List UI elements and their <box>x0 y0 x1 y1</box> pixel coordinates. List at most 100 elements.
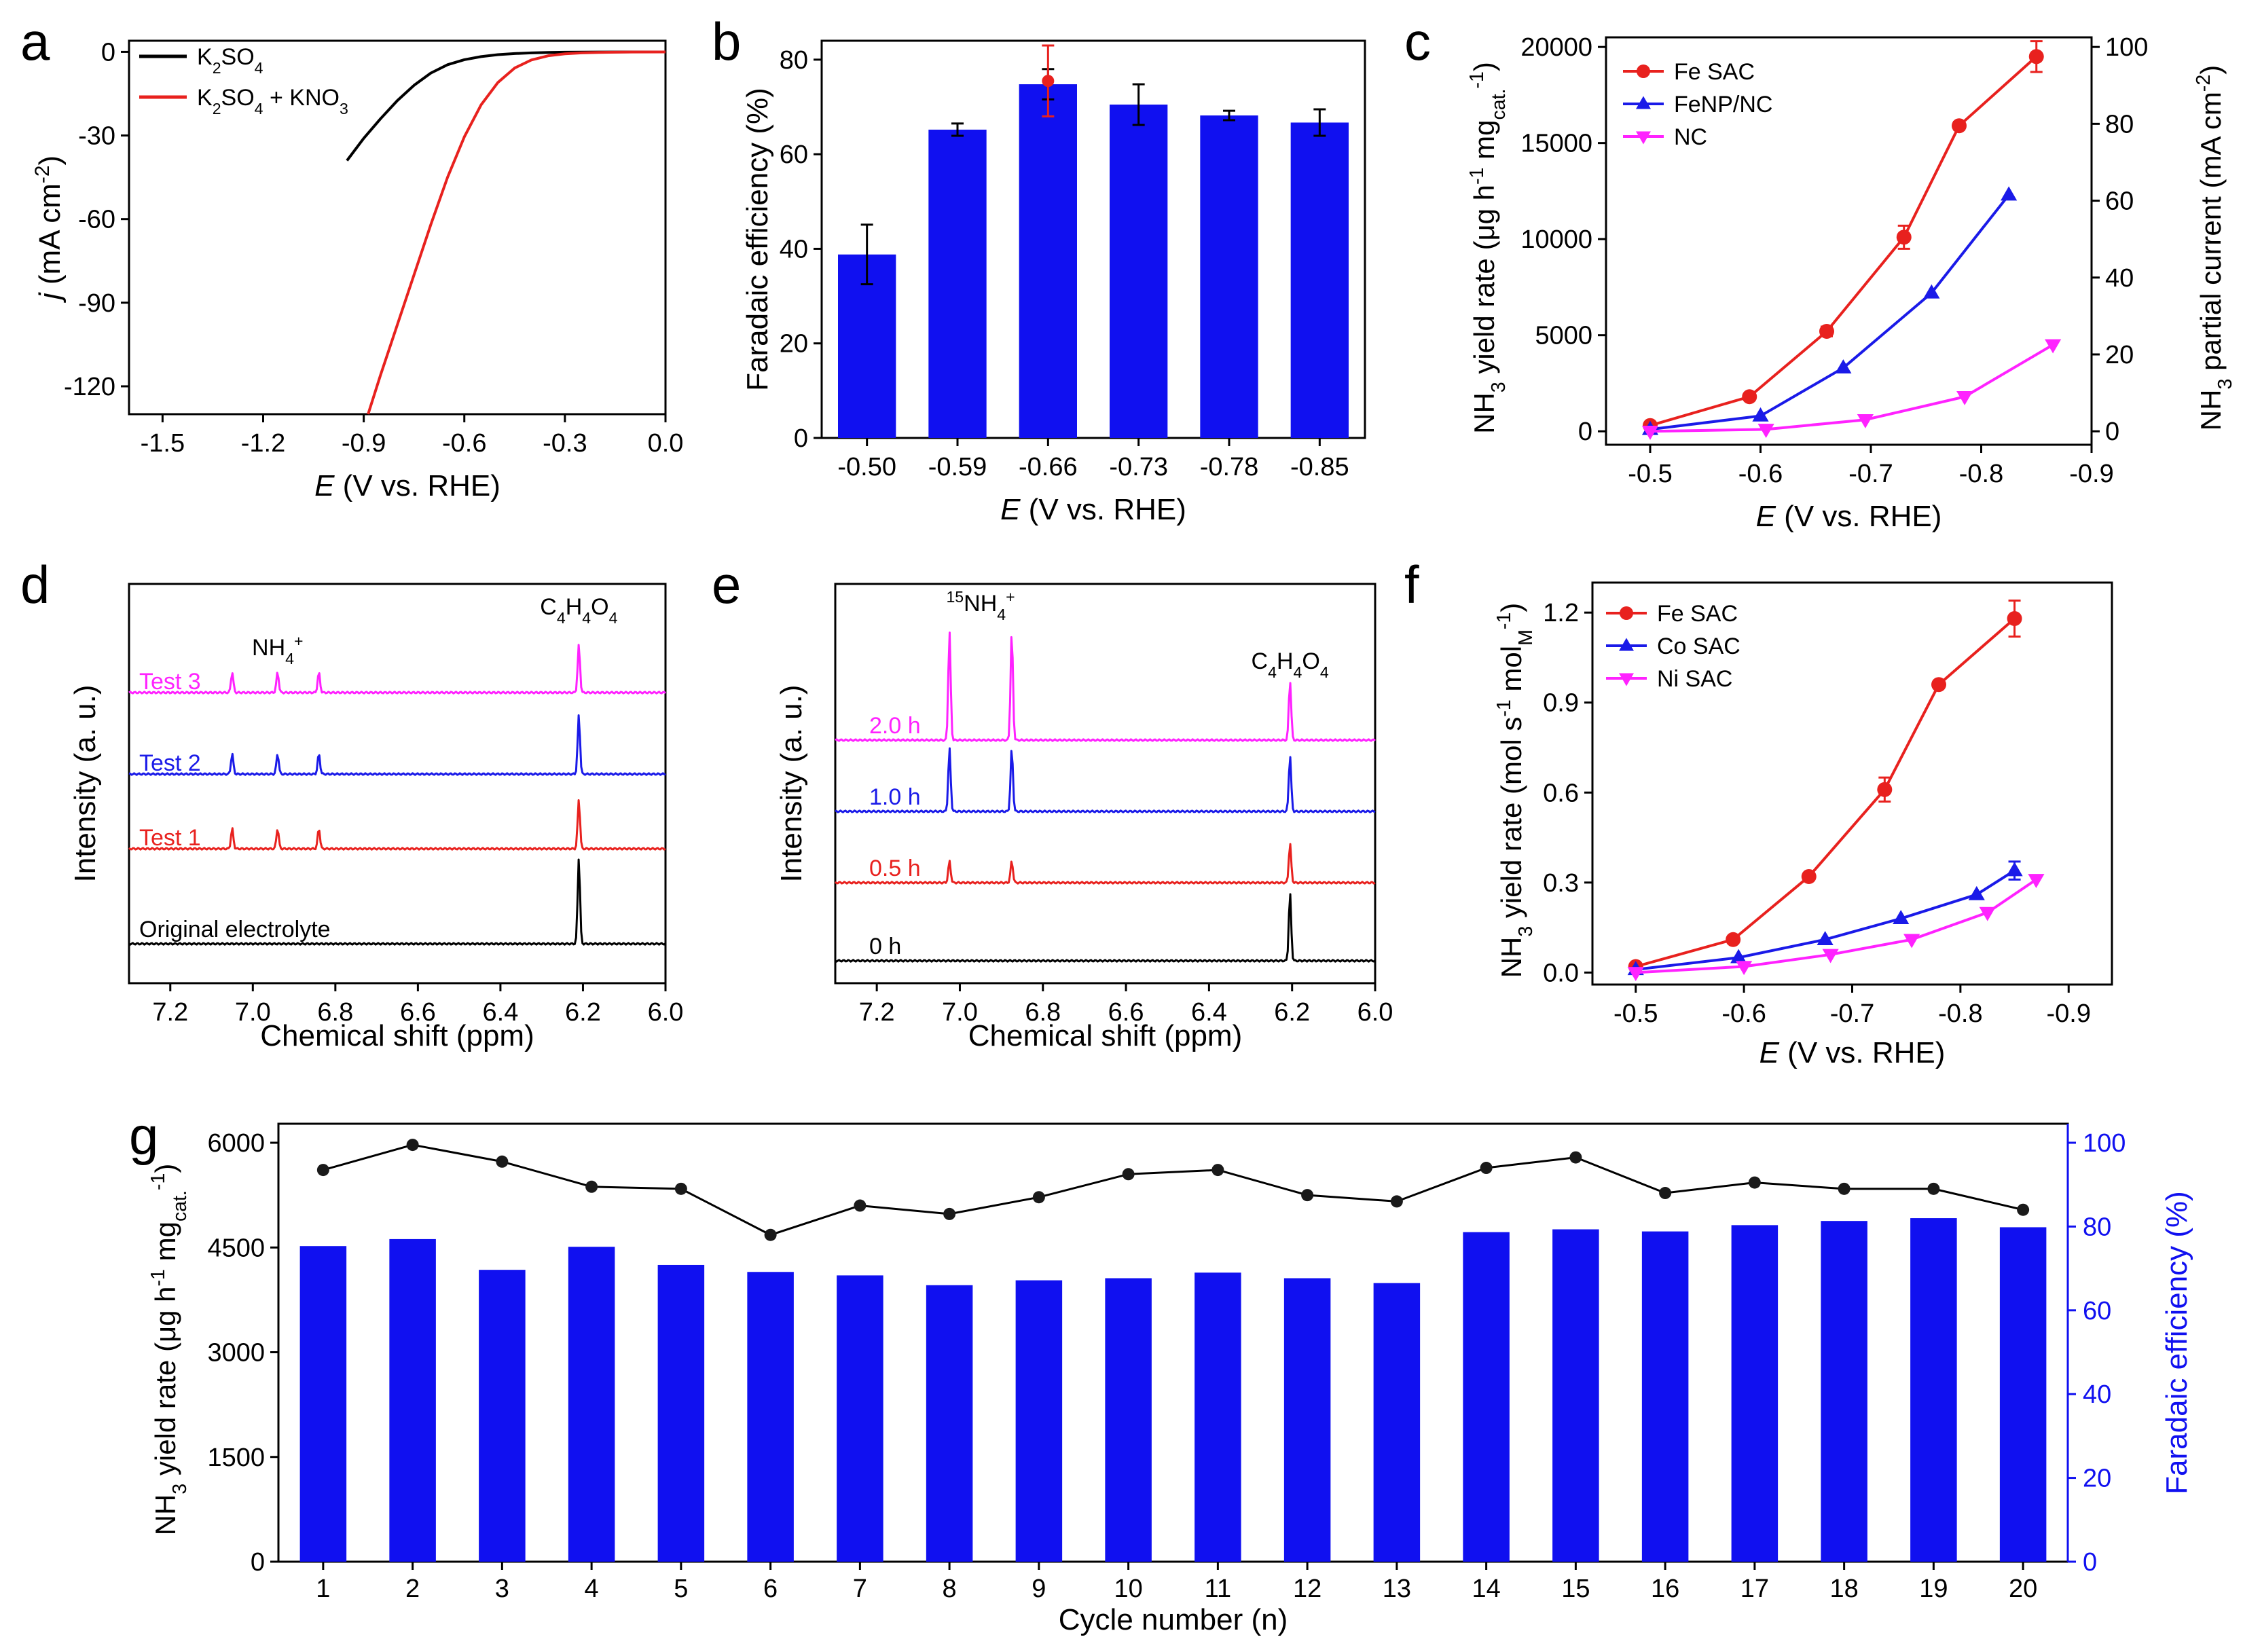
panel-g-fe-point <box>1122 1168 1135 1181</box>
panel-g-bar <box>657 1264 705 1562</box>
panel-f-y-tick-label: 0.9 <box>1543 689 1579 718</box>
panel-g-bar <box>299 1246 347 1562</box>
panel-d-series-label: Test 3 <box>139 669 201 695</box>
label-part: ) <box>1495 603 1527 612</box>
panel-g-fe-point <box>1032 1191 1045 1204</box>
panel-g-fe-point <box>764 1228 777 1241</box>
panel-letter-a: a <box>20 12 50 71</box>
label-part: (V vs. RHE) <box>1776 500 1941 533</box>
label-part: NH <box>1468 392 1500 434</box>
panel-b-x-tick-label: -0.85 <box>1290 453 1349 481</box>
panel-g-x-tick-label: 12 <box>1293 1575 1321 1603</box>
panel-a-x-tick-label: -1.2 <box>241 429 285 458</box>
panel-d-x-tick-label: 7.0 <box>235 998 271 1027</box>
plot-frame <box>820 39 1366 439</box>
label-part: E <box>1756 500 1776 533</box>
panel-e-x-tick-label: 6.6 <box>1108 998 1144 1027</box>
panel-d-series-label: Original electrolyte <box>139 917 331 942</box>
panel-e-spectrum <box>835 747 1376 813</box>
panel-e-x-axis-label: Chemical shift (ppm) <box>968 1019 1242 1052</box>
panel-b-x-axis-label: E (V vs. RHE) <box>1000 493 1186 526</box>
panel-letter-b: b <box>712 12 741 71</box>
panel-a-y-tick-label: -30 <box>78 122 115 151</box>
panel-c-y2-tick-label: 80 <box>2105 110 2134 139</box>
panel-b-bar <box>1290 122 1349 438</box>
panel-c-series-line <box>1649 55 2038 427</box>
panel-g-bar <box>1552 1229 1599 1562</box>
label-part: partial current (mA cm <box>2195 92 2227 378</box>
panel-d-c4h4o4-label: C4H4O4 <box>540 594 617 627</box>
panel-d-series-label: Test 1 <box>139 825 201 851</box>
panel-d-x-tick-label: 6.8 <box>317 998 353 1027</box>
label-part: NH <box>252 635 285 661</box>
label-part: -1 <box>1493 699 1515 716</box>
panel-g-y2-tick-label: 40 <box>2083 1380 2111 1409</box>
panel-e-y-axis-label: Intensity (a. u.) <box>775 684 808 882</box>
panel-g-fe-point <box>854 1199 867 1212</box>
panel-f-data-point <box>1627 967 1644 981</box>
panel-g-fe-point <box>1480 1162 1493 1175</box>
label-part: ) <box>1468 62 1500 71</box>
panel-d-nh4-label: NH4+ <box>252 632 303 667</box>
label-part: (V vs. RHE) <box>1779 1036 1945 1069</box>
panel-g-bar <box>1105 1278 1152 1562</box>
panel-f-data-point <box>1726 932 1741 947</box>
label-part: M <box>1515 629 1537 646</box>
panel-g-x-tick-label: 3 <box>495 1575 509 1603</box>
panel-b-bar <box>1019 84 1077 439</box>
panel-f-data-point <box>2006 862 2023 877</box>
panel-g-fe-point <box>316 1164 329 1177</box>
panel-c-series-line <box>1649 344 2054 433</box>
panel-g-fe-point <box>943 1207 956 1220</box>
panel-e-x-tick-label: 6.8 <box>1025 998 1061 1027</box>
panel-g-bar <box>1463 1232 1510 1562</box>
panel-g-x-tick-label: 4 <box>585 1575 599 1603</box>
panel-g-fe-point <box>1838 1182 1850 1195</box>
panel-g-y2-tick-label: 60 <box>2083 1297 2111 1325</box>
panel-e-15nh4-label: 15NH4+ <box>946 588 1015 623</box>
panel-b-y-tick-label: 60 <box>780 141 808 169</box>
panel-c-data-point <box>1641 425 1659 440</box>
label-part: j <box>33 292 67 303</box>
panel-f-series-line <box>1635 869 2016 971</box>
panel-g-fe-point <box>1927 1182 1940 1195</box>
label-part: -1 <box>147 1173 169 1190</box>
panel-c-x-tick-label: -0.5 <box>1628 460 1672 488</box>
label-part: SO <box>221 44 255 70</box>
panel-b-y-tick-label: 80 <box>780 46 808 75</box>
panel-g-y-tick-label: 4500 <box>207 1234 265 1262</box>
panel-a-chart: -1.5 -1.2 -0.9 -0.6 -0.3 0.00-30-60-90-120K2S… <box>31 38 684 502</box>
panel-g-y2-tick-label: 20 <box>2083 1465 2111 1493</box>
label-part: ) <box>33 155 67 166</box>
panel-g-bar <box>1015 1280 1063 1562</box>
panel-a-y-tick-label: -120 <box>64 373 115 401</box>
panel-f-legend-label: Co SAC <box>1657 634 1740 659</box>
panel-g-fe-point <box>1211 1164 1224 1177</box>
panel-b-bar <box>1110 105 1168 438</box>
label-part: 3 <box>1488 382 1510 392</box>
label-part: H <box>1277 648 1294 674</box>
panel-c-x-tick-label: -0.7 <box>1848 460 1893 488</box>
panel-g-bar <box>1821 1221 1867 1562</box>
panel-f-data-point <box>1893 910 1910 925</box>
label-part: 3 <box>169 1484 191 1494</box>
panel-f-y-tick-label: 0.0 <box>1543 959 1579 987</box>
panel-c-y2-tick-label: 60 <box>2105 187 2134 216</box>
panel-e-c4h4o4-label: C4H4O4 <box>1252 648 1329 681</box>
label-part: + <box>1006 588 1015 606</box>
panel-b-x-tick-label: -0.59 <box>928 453 987 481</box>
label-part: 4 <box>582 609 591 627</box>
label-part: 3 <box>340 100 348 117</box>
panel-d-spectrum <box>128 858 667 946</box>
panel-d-x-tick-label: 6.2 <box>565 998 601 1027</box>
label-part: 3 <box>1515 926 1537 937</box>
panel-f-data-point <box>1822 949 1839 963</box>
panel-g-fe-point <box>1748 1176 1761 1189</box>
panel-g-fe-point <box>1569 1151 1582 1164</box>
label-part: -1 <box>147 1269 169 1286</box>
panel-b-bar <box>1200 115 1258 439</box>
label-part: E <box>1759 1036 1780 1069</box>
label-part: K <box>197 85 213 111</box>
label-part: NH <box>1495 937 1527 978</box>
